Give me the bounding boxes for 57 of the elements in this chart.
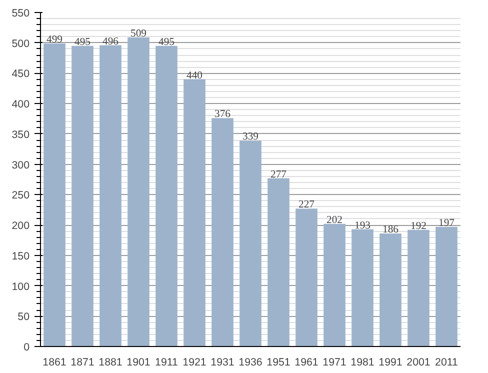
y-tick-label: 500 bbox=[12, 38, 30, 50]
bar bbox=[324, 224, 346, 346]
x-tick-label: 1971 bbox=[322, 356, 346, 368]
data-label: 186 bbox=[382, 224, 400, 236]
data-label: 509 bbox=[130, 28, 146, 40]
bar bbox=[44, 43, 66, 346]
y-tick-label: 350 bbox=[12, 128, 30, 141]
data-label: 496 bbox=[102, 36, 120, 48]
bar bbox=[100, 45, 122, 346]
x-tick-label: 1861 bbox=[42, 356, 66, 368]
bar bbox=[408, 230, 430, 346]
bar bbox=[436, 226, 458, 346]
x-tick-label: 1951 bbox=[266, 356, 290, 368]
y-tick-label: 50 bbox=[18, 311, 30, 324]
y-tick-label: 200 bbox=[12, 220, 30, 232]
data-label: 376 bbox=[214, 109, 232, 120]
bar bbox=[380, 234, 402, 346]
data-label: 499 bbox=[46, 34, 62, 46]
x-tick-label: 1881 bbox=[98, 356, 122, 368]
y-tick-label: 450 bbox=[12, 68, 30, 80]
bar bbox=[212, 118, 234, 346]
data-label: 192 bbox=[410, 220, 426, 232]
x-tick-label: 1921 bbox=[182, 356, 206, 368]
x-tick-label: 1981 bbox=[350, 356, 374, 368]
bar bbox=[268, 178, 290, 346]
y-tick-label: 100 bbox=[12, 280, 30, 293]
data-label: 495 bbox=[158, 36, 174, 48]
x-tick-label: 1871 bbox=[70, 356, 94, 368]
data-label: 277 bbox=[270, 169, 288, 180]
data-label: 193 bbox=[354, 220, 370, 232]
y-tick-label: 300 bbox=[12, 159, 30, 172]
bar bbox=[184, 79, 206, 346]
x-tick-label: 1931 bbox=[210, 356, 234, 368]
x-tick-label: 1901 bbox=[126, 356, 150, 368]
x-tick-label: 2011 bbox=[435, 356, 458, 368]
y-tick-label: 150 bbox=[12, 250, 30, 262]
bar bbox=[352, 229, 374, 346]
x-tick-label: 1961 bbox=[294, 356, 318, 368]
bar bbox=[156, 46, 178, 346]
bar bbox=[72, 46, 94, 346]
x-tick-label: 1911 bbox=[155, 356, 178, 368]
y-tick-label: 400 bbox=[12, 98, 30, 111]
x-tick-label: 1991 bbox=[378, 356, 402, 368]
data-label: 339 bbox=[242, 132, 258, 143]
data-label: 197 bbox=[438, 218, 456, 229]
bar bbox=[240, 140, 262, 346]
y-tick-label: 250 bbox=[12, 190, 30, 202]
data-label: 495 bbox=[74, 36, 90, 48]
bar bbox=[296, 208, 318, 346]
bar bbox=[128, 37, 150, 346]
y-tick-label: 0 bbox=[24, 342, 30, 354]
y-tick-label: 550 bbox=[12, 8, 30, 20]
data-label: 440 bbox=[186, 70, 202, 82]
data-label: 227 bbox=[298, 200, 316, 211]
x-tick-label: 2001 bbox=[406, 356, 430, 368]
data-label: 202 bbox=[326, 214, 342, 226]
x-tick-label: 1936 bbox=[238, 356, 262, 368]
